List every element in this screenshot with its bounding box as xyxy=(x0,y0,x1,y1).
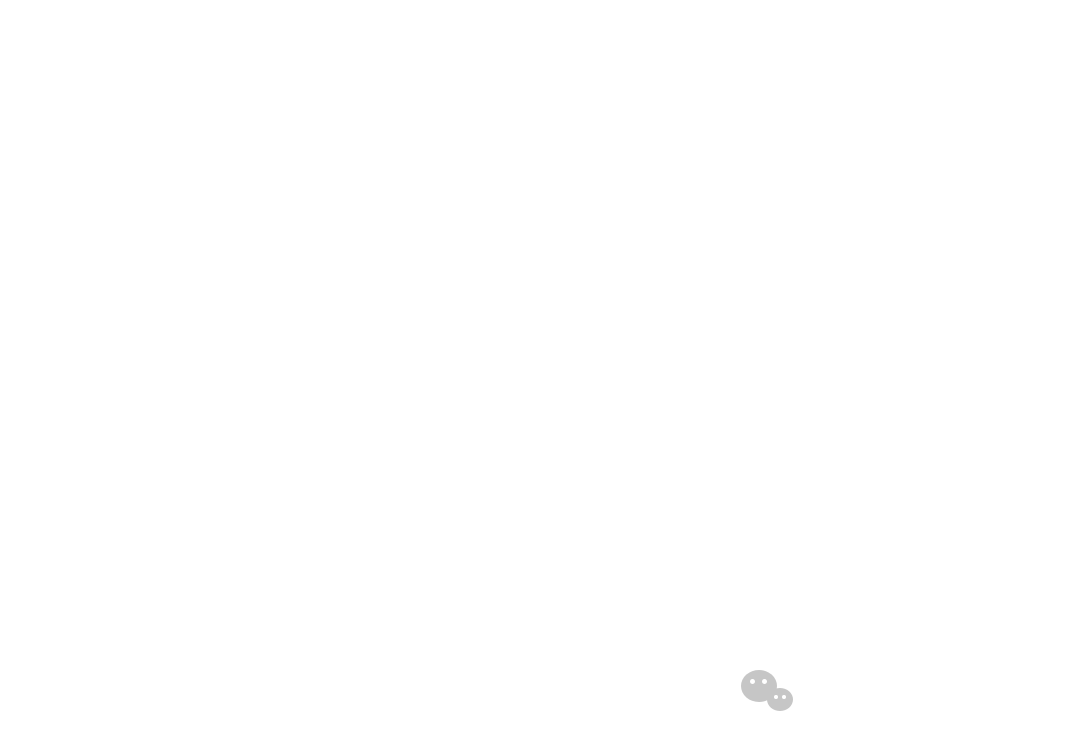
panel-phylogenetic-tree xyxy=(680,0,1080,372)
panel-gel-tissues xyxy=(730,375,1080,515)
panel-tissue-heatmap xyxy=(0,375,660,545)
panel-gel-cells xyxy=(730,540,1080,660)
panel-immunofluorescence-grid xyxy=(4,4,324,349)
watermark xyxy=(735,662,1080,742)
panel-bar-oa-noa xyxy=(0,540,350,747)
panel-bar-oa-ks-sco-ta xyxy=(350,540,750,747)
panel-scatter-plot xyxy=(330,0,675,335)
